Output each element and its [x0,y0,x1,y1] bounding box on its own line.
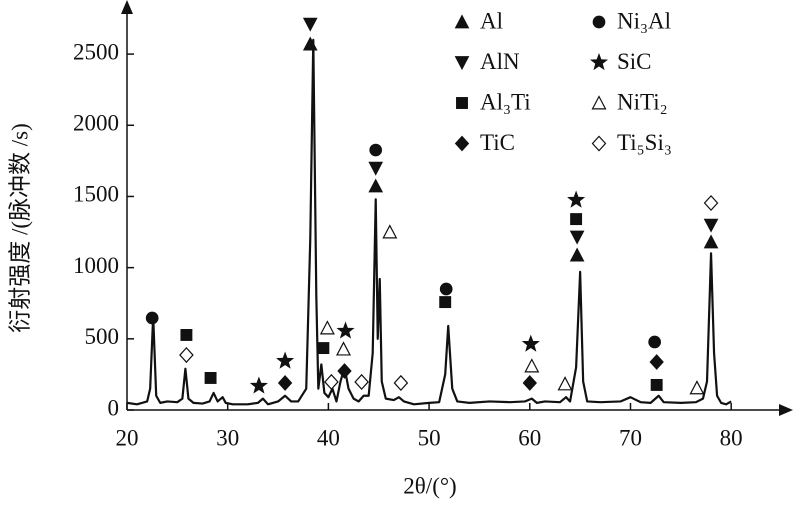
phase-marker [317,342,330,355]
phase-marker [649,354,664,370]
phase-marker [276,351,295,369]
y-tick-label: 1500 [73,182,119,207]
legend-label: NiTi₂ [617,89,668,114]
phase-marker [354,373,369,390]
legend-symbol [454,135,470,152]
x-tick-label: 80 [720,425,743,450]
y-axis-arrow [121,0,133,14]
x-tick-label: 20 [116,425,139,450]
phase-marker [703,194,719,212]
x-tick-label: 70 [619,425,642,450]
phase-marker [393,374,409,391]
phase-marker [180,329,193,341]
phase-marker [179,347,194,364]
phase-marker [277,375,293,391]
x-tick-label: 40 [317,425,340,450]
x-tick-label: 60 [518,425,541,450]
x-axis-arrow [779,404,793,416]
x-axis-title: 2θ/(°) [403,473,456,498]
legend-label: SiC [617,49,652,74]
phase-marker [567,190,586,208]
legend-label: Al [480,8,503,33]
legend-symbol [454,56,470,71]
phase-marker [570,213,583,226]
legend-symbol [454,14,470,29]
xrd-pattern [126,38,732,406]
y-tick-label: 0 [108,395,120,420]
legend-label: Ti₅Si₃ [617,130,672,155]
phase-marker [703,234,719,249]
legend-label: TiC [480,130,515,155]
phase-marker [368,161,384,176]
legend-symbol [589,53,609,71]
phase-marker [145,311,159,325]
phase-marker [337,363,352,379]
phase-marker [650,378,663,391]
y-tick-label: 500 [85,324,120,349]
phase-marker [249,376,268,394]
legend-symbol [591,95,607,110]
phase-marker [522,375,537,391]
legend-symbol [456,97,468,109]
phase-marker [703,218,719,233]
legend-symbol [591,135,607,152]
legend-label: Al₃Ti [480,89,531,114]
phase-marker [524,358,540,373]
phase-marker [324,373,339,390]
legend-symbol [592,15,606,29]
phase-marker [569,230,585,245]
legend-label: AlN [480,49,520,74]
phase-marker [319,320,335,335]
y-tick-label: 2000 [73,111,119,136]
phase-marker [368,178,384,193]
phase-marker [382,224,398,239]
y-tick-label: 1000 [73,253,119,278]
phase-marker [569,247,585,262]
phase-marker [369,143,383,157]
phase-marker [336,321,355,339]
phase-marker [689,380,705,395]
phase-marker [302,17,318,32]
phase-marker [204,372,217,384]
legend-label: Ni₃Al [617,8,671,33]
phase-marker [648,335,662,349]
phase-marker [336,341,351,356]
phase-marker [439,282,453,296]
phase-marker [439,296,452,309]
x-tick-label: 30 [216,425,239,450]
x-tick-label: 50 [418,425,441,450]
y-axis-title: 衍射强度 /(脉冲数 /s) [7,123,32,333]
y-tick-label: 2500 [73,39,119,64]
phase-marker [302,36,318,51]
phase-marker [557,376,573,391]
phase-marker [521,334,540,352]
